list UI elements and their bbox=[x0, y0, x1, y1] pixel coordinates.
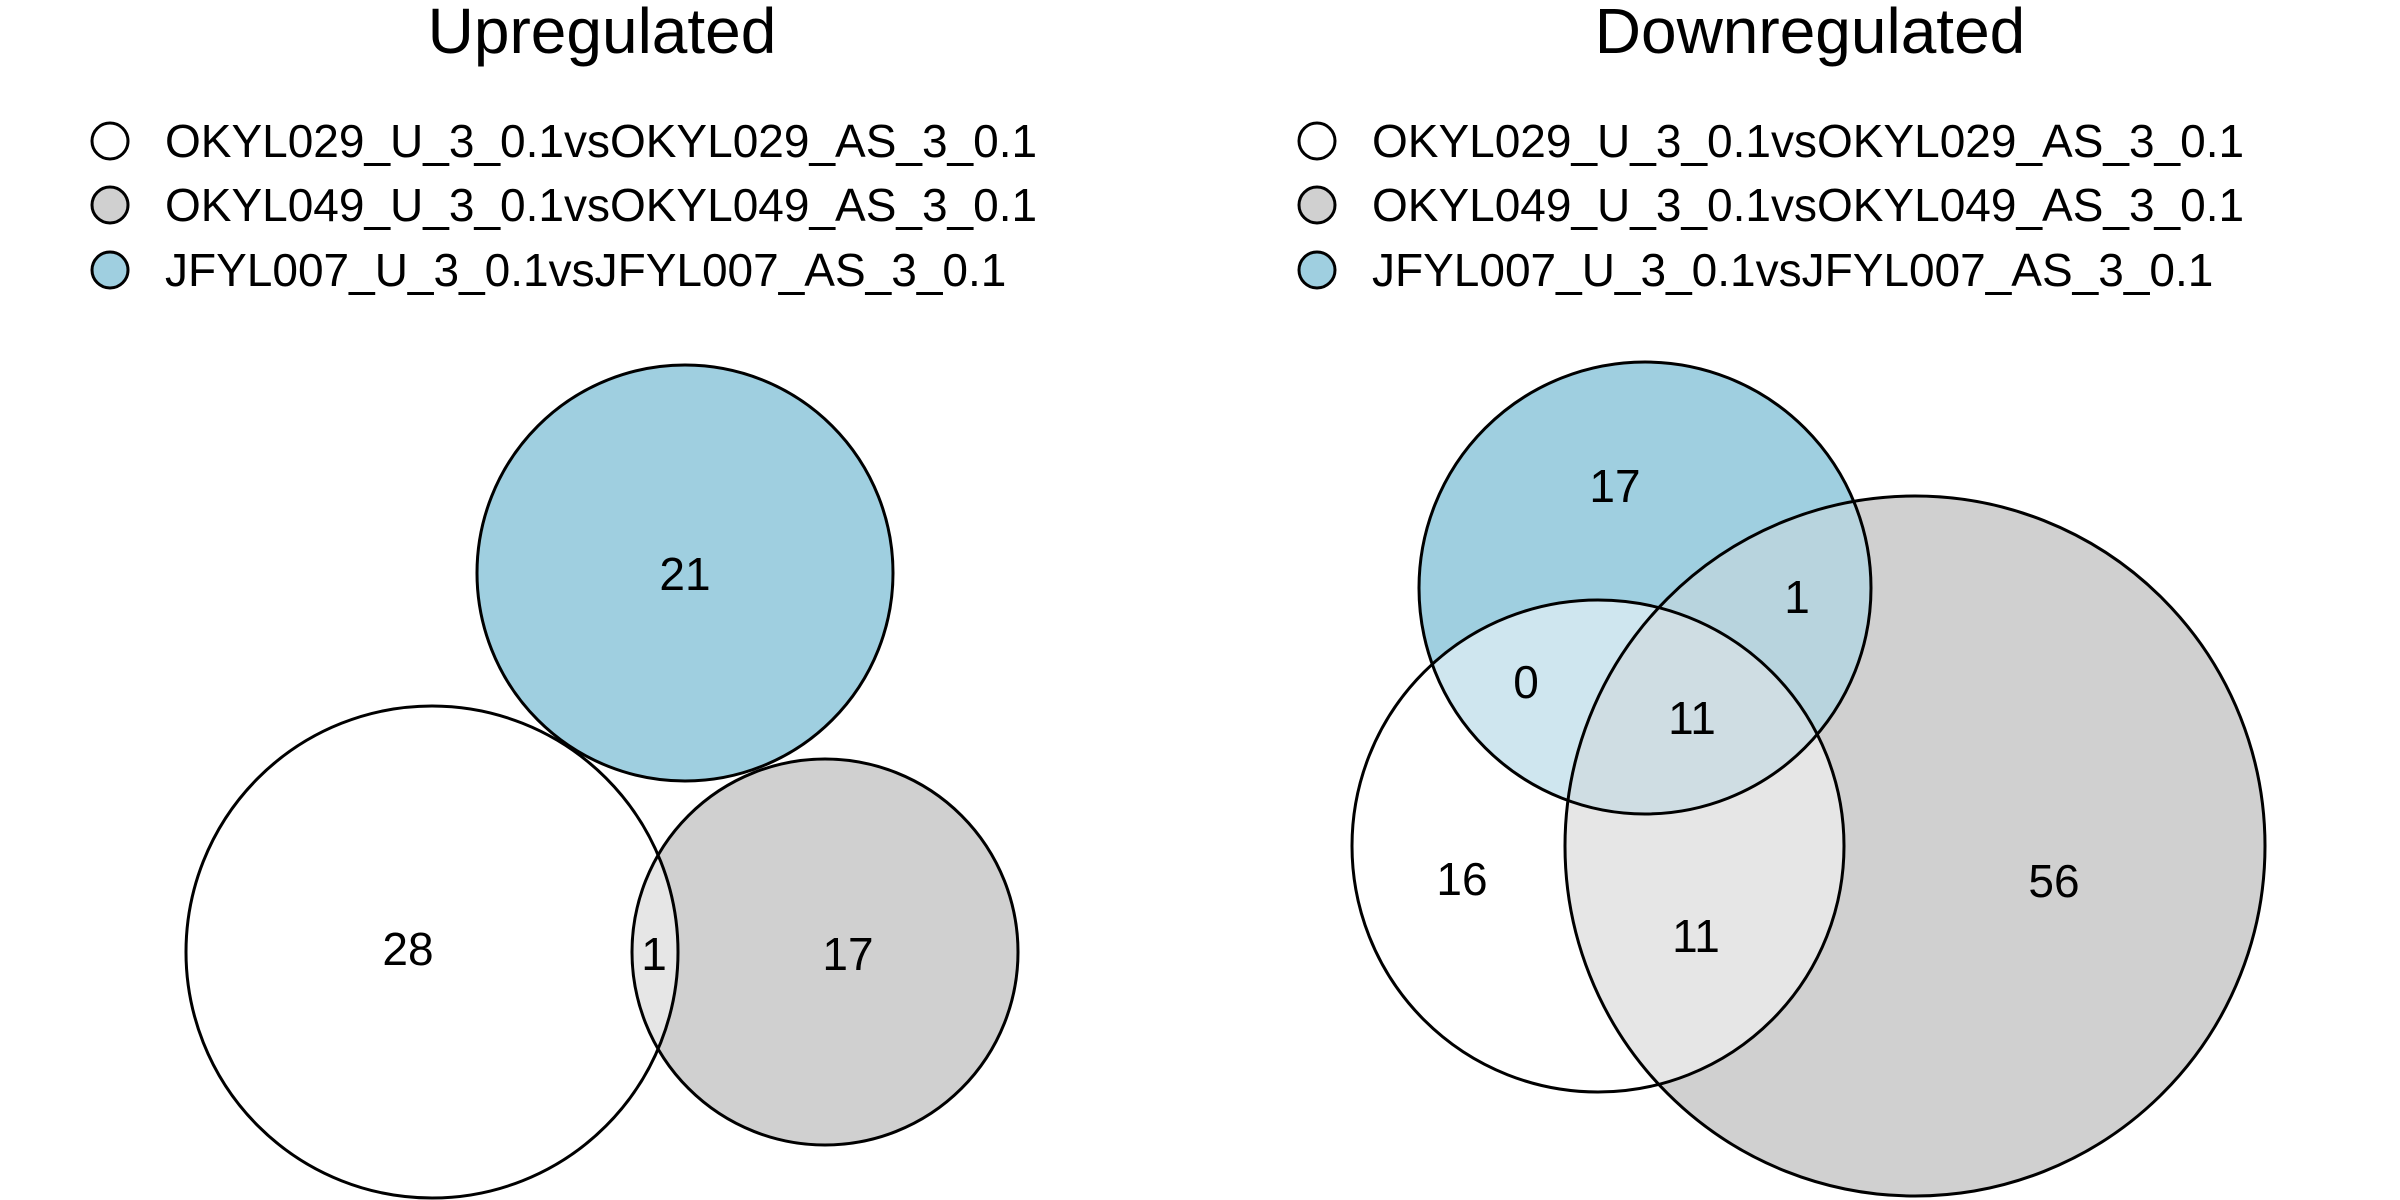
legend-swatch-set-c bbox=[92, 252, 128, 288]
venn-diagram: 17 1 0 11 16 11 56 bbox=[1352, 362, 2265, 1196]
region-label-c-only: 17 bbox=[1589, 460, 1640, 512]
legend-label: OKYL049_U_3_0.1vsOKYL049_AS_3_0.1 bbox=[1372, 179, 2244, 231]
legend-label: JFYL007_U_3_0.1vsJFYL007_AS_3_0.1 bbox=[165, 244, 1006, 296]
legend-item: OKYL029_U_3_0.1vsOKYL029_AS_3_0.1 bbox=[1299, 115, 2244, 167]
legend: OKYL029_U_3_0.1vsOKYL029_AS_3_0.1 OKYL04… bbox=[1299, 115, 2244, 296]
legend-label: OKYL029_U_3_0.1vsOKYL029_AS_3_0.1 bbox=[1372, 115, 2244, 167]
legend-swatch-set-a bbox=[1299, 123, 1335, 159]
upregulated-panel: Upregulated OKYL029_U_3_0.1vsOKYL029_AS_… bbox=[92, 0, 1037, 1198]
legend-item: OKYL029_U_3_0.1vsOKYL029_AS_3_0.1 bbox=[92, 115, 1037, 167]
region-label-bc: 1 bbox=[1784, 571, 1810, 623]
legend-label: JFYL007_U_3_0.1vsJFYL007_AS_3_0.1 bbox=[1372, 244, 2213, 296]
legend: OKYL029_U_3_0.1vsOKYL029_AS_3_0.1 OKYL04… bbox=[92, 115, 1037, 296]
panel-title: Upregulated bbox=[428, 0, 777, 67]
region-label-c-only: 21 bbox=[659, 548, 710, 600]
region-label-abc: 11 bbox=[1668, 692, 1716, 744]
legend-item: OKYL049_U_3_0.1vsOKYL049_AS_3_0.1 bbox=[1299, 179, 2244, 231]
region-label-ab: 11 bbox=[1672, 910, 1720, 962]
panel-title: Downregulated bbox=[1595, 0, 2026, 67]
legend-swatch-set-a bbox=[92, 123, 128, 159]
legend-swatch-set-b bbox=[92, 187, 128, 223]
region-label-ac: 0 bbox=[1513, 656, 1539, 708]
legend-item: JFYL007_U_3_0.1vsJFYL007_AS_3_0.1 bbox=[92, 244, 1006, 296]
legend-swatch-set-c bbox=[1299, 252, 1335, 288]
region-label-b-only: 56 bbox=[2028, 855, 2079, 907]
downregulated-panel: Downregulated OKYL029_U_3_0.1vsOKYL029_A… bbox=[1299, 0, 2265, 1196]
region-label-a-only: 16 bbox=[1436, 853, 1487, 905]
legend-item: OKYL049_U_3_0.1vsOKYL049_AS_3_0.1 bbox=[92, 179, 1037, 231]
legend-item: JFYL007_U_3_0.1vsJFYL007_AS_3_0.1 bbox=[1299, 244, 2213, 296]
legend-label: OKYL049_U_3_0.1vsOKYL049_AS_3_0.1 bbox=[165, 179, 1037, 231]
legend-swatch-set-b bbox=[1299, 187, 1335, 223]
region-label-ab: 1 bbox=[641, 928, 667, 980]
legend-label: OKYL029_U_3_0.1vsOKYL029_AS_3_0.1 bbox=[165, 115, 1037, 167]
region-label-a-only: 28 bbox=[382, 923, 433, 975]
region-label-b-only: 17 bbox=[822, 928, 873, 980]
venn-diagram: 21 28 1 17 bbox=[186, 365, 1018, 1198]
